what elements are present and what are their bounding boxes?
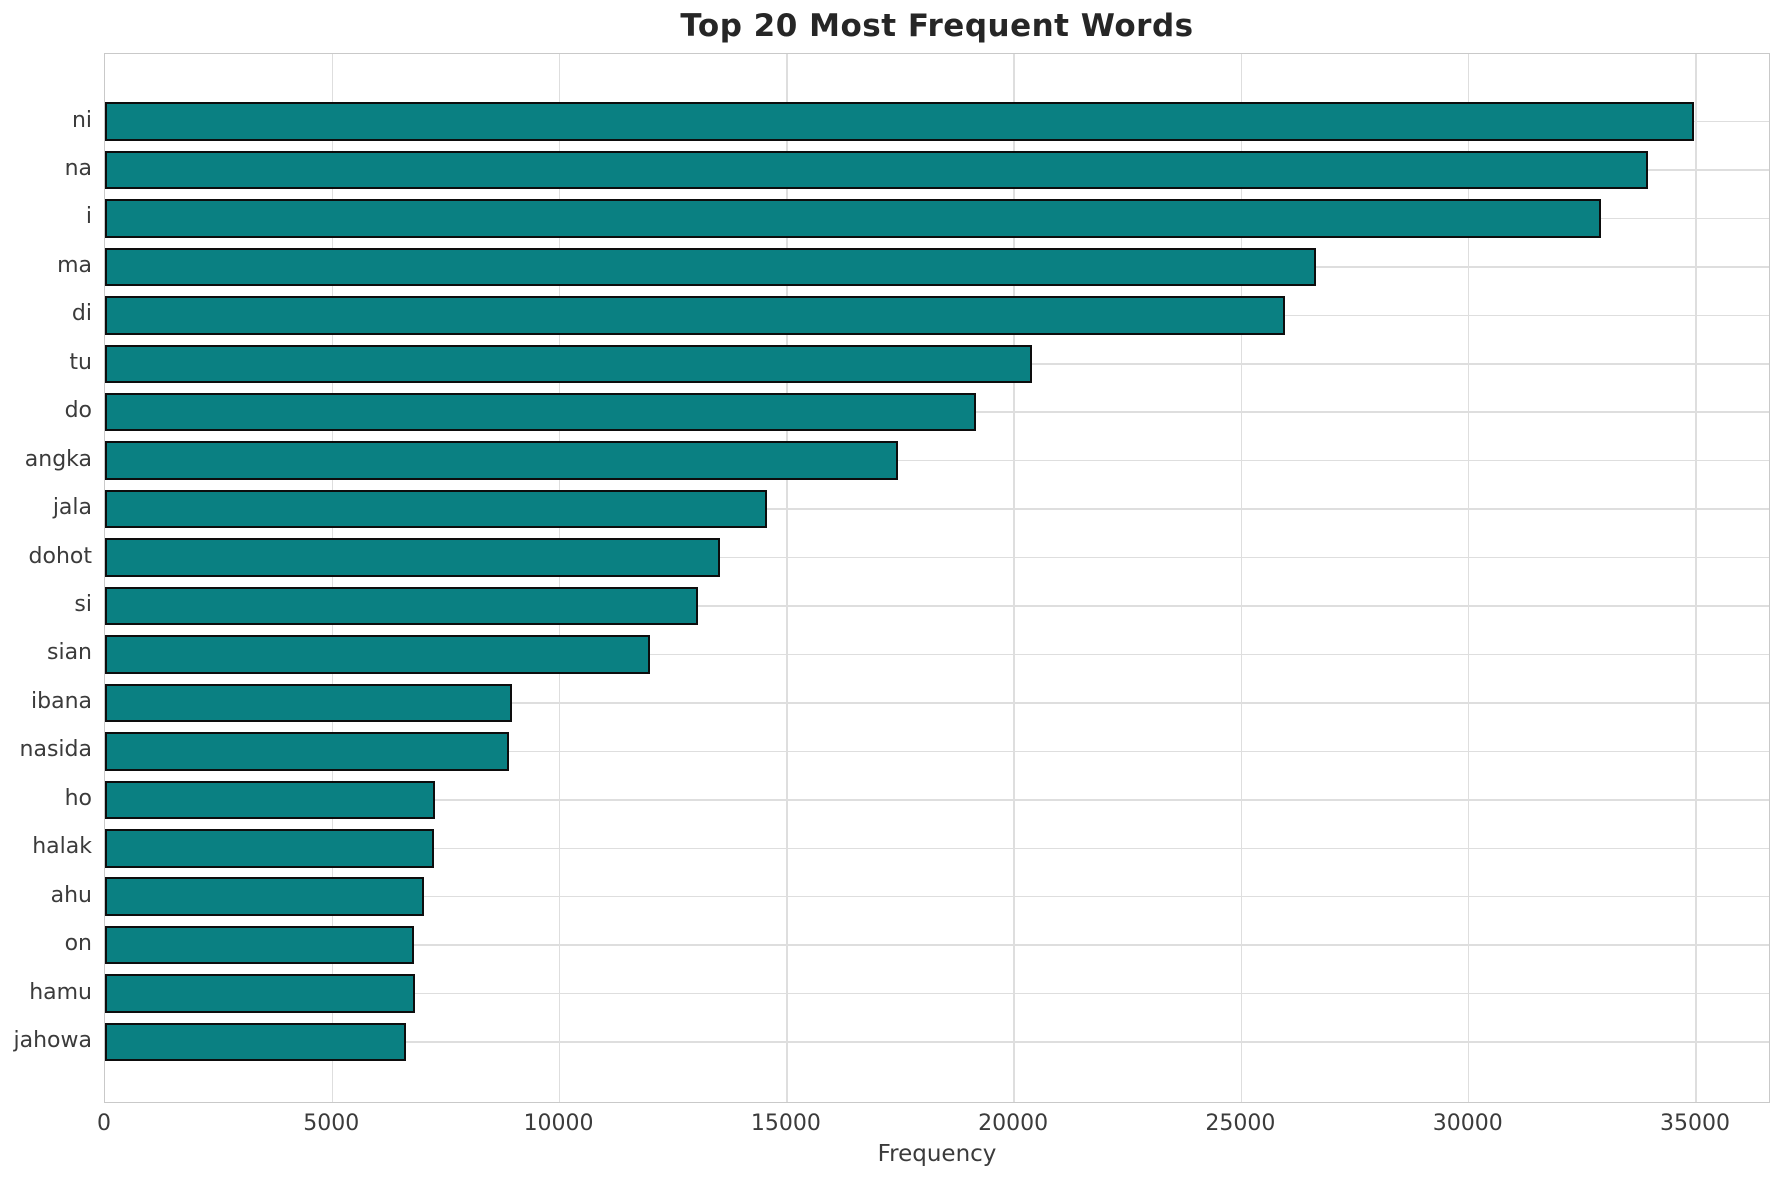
y-tick-label-jala: jala [52, 495, 92, 521]
x-tick-label-20000: 20000 [978, 1111, 1049, 1136]
y-tick-label-dohot: dohot [28, 543, 92, 569]
grid-line-horizontal [105, 459, 1769, 462]
bar-sian [105, 635, 650, 674]
plot-area [104, 53, 1770, 1103]
y-tick-label-i: i [85, 204, 92, 230]
bar-jala [105, 489, 768, 529]
bar-do [105, 392, 976, 432]
bar-angka [105, 441, 899, 480]
bar-hamu [105, 974, 415, 1013]
grid-line-vertical [558, 54, 561, 1102]
bar-tu [105, 344, 1033, 383]
y-tick-label-ahu: ahu [50, 882, 92, 908]
grid-line-horizontal [105, 508, 1769, 510]
y-tick-label-ibana: ibana [31, 688, 92, 714]
x-tick-label-10000: 10000 [523, 1111, 594, 1136]
grid-line-vertical [1695, 54, 1697, 1102]
grid-line-horizontal [105, 944, 1769, 946]
bar-si [105, 586, 698, 626]
bar-ho [105, 780, 435, 820]
x-tick-label-30000: 30000 [1432, 1111, 1503, 1136]
bar-jahowa [105, 1022, 407, 1062]
x-tick-label-15000: 15000 [750, 1111, 821, 1136]
x-tick-label-35000: 35000 [1659, 1111, 1730, 1136]
y-tick-label-ho: ho [64, 785, 92, 811]
grid-line-horizontal [105, 605, 1769, 607]
grid-line-vertical [1467, 54, 1470, 1102]
bar-di [105, 296, 1285, 335]
bar-i [105, 199, 1601, 238]
bar-ma [105, 247, 1317, 287]
grid-line-horizontal [105, 653, 1769, 656]
bar-dohot [105, 538, 721, 577]
y-tick-label-ni: ni [71, 107, 92, 133]
grid-line-horizontal [105, 750, 1769, 753]
y-tick-label-jahowa: jahowa [13, 1028, 92, 1054]
y-tick-label-nasida: nasida [19, 737, 92, 763]
y-tick-label-angka: angka [24, 446, 92, 472]
grid-line-horizontal [105, 847, 1769, 849]
y-tick-label-si: si [74, 592, 92, 617]
y-tick-label-di: di [71, 301, 92, 327]
y-tick-label-sian: sian [47, 640, 92, 666]
y-tick-label-tu: tu [69, 349, 92, 375]
grid-line-horizontal [105, 992, 1769, 995]
bar-nasida [105, 732, 510, 771]
y-tick-label-halak: halak [32, 834, 92, 860]
x-tick-label-0: 0 [97, 1111, 111, 1136]
chart-title: Top 20 Most Frequent Words [680, 8, 1194, 44]
y-tick-label-hamu: hamu [29, 979, 92, 1005]
grid-line-vertical [786, 54, 788, 1102]
y-tick-label-on: on [64, 931, 92, 957]
x-tick-label-25000: 25000 [1205, 1111, 1276, 1136]
grid-line-vertical [1013, 54, 1015, 1102]
grid-line-horizontal [105, 1041, 1769, 1043]
bar-ahu [105, 877, 425, 916]
bar-ni [105, 102, 1694, 141]
grid-line-horizontal [105, 799, 1769, 801]
y-tick-label-na: na [64, 155, 92, 181]
bar-halak [105, 829, 434, 868]
y-tick-label-do: do [64, 398, 92, 424]
bar-on [105, 925, 415, 965]
grid-line-vertical [331, 54, 334, 1102]
y-tick-label-ma: ma [57, 252, 92, 278]
grid-line-horizontal [105, 895, 1769, 898]
grid-line-vertical [1240, 54, 1243, 1102]
grid-line-horizontal [105, 556, 1769, 559]
x-tick-label-5000: 5000 [303, 1111, 360, 1136]
x-axis-label: Frequency [877, 1141, 997, 1167]
bar-na [105, 150, 1649, 190]
bar-ibana [105, 683, 512, 723]
grid-line-horizontal [105, 702, 1769, 704]
